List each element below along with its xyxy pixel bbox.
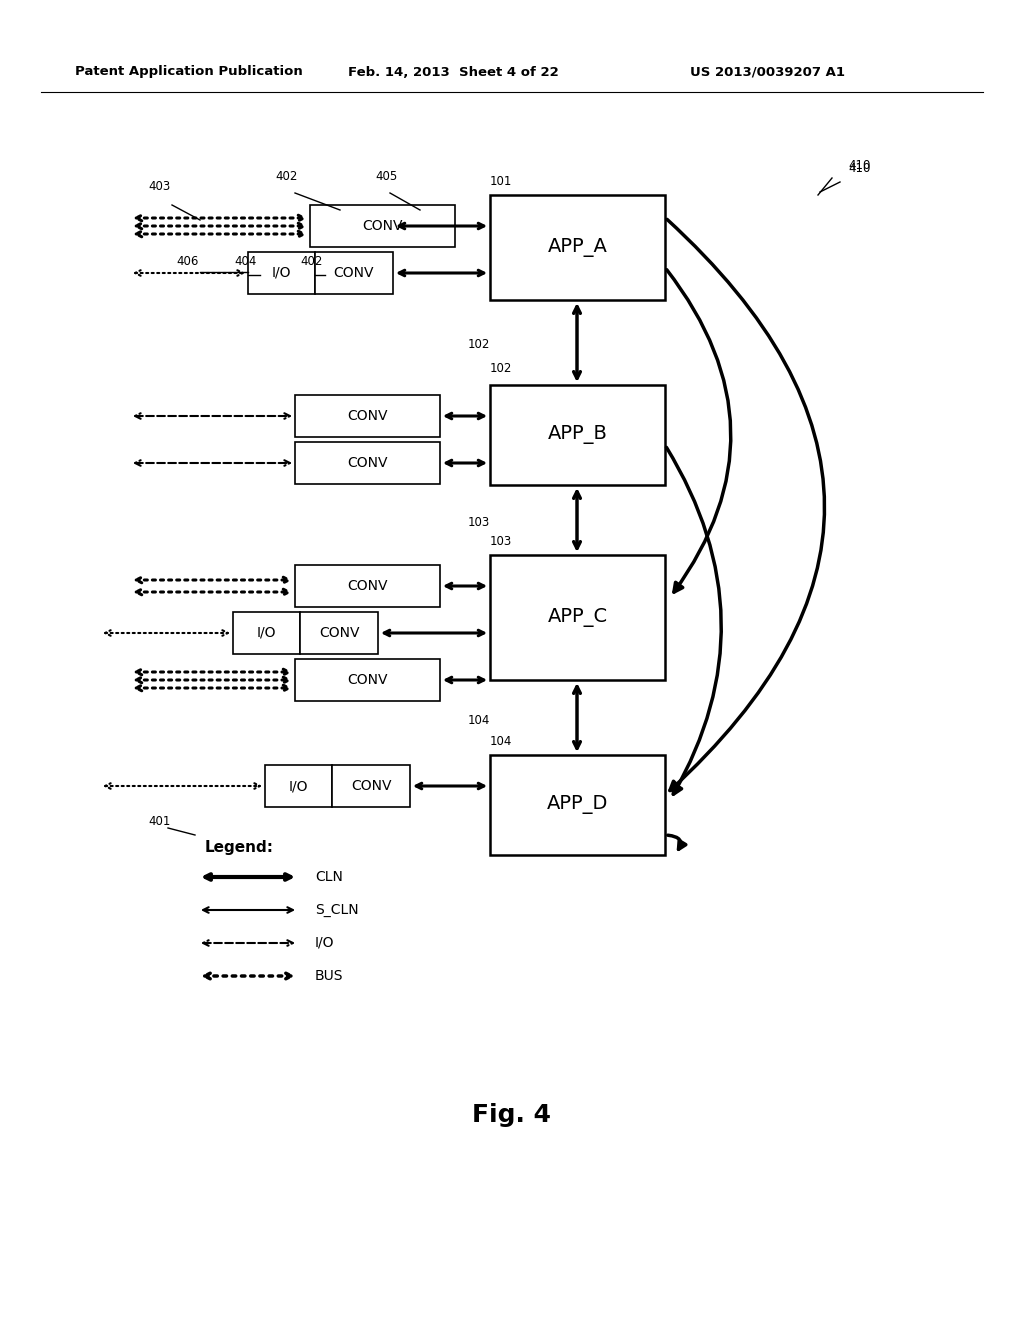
Text: I/O: I/O: [289, 779, 308, 793]
Bar: [295, 395, 440, 437]
Text: APP_D: APP_D: [547, 796, 608, 814]
Bar: [310, 205, 455, 247]
Text: 406: 406: [176, 255, 199, 268]
Text: S_CLN: S_CLN: [315, 903, 358, 917]
Text: APP_B: APP_B: [548, 425, 607, 445]
Bar: [265, 766, 332, 807]
Text: CONV: CONV: [351, 779, 391, 793]
Text: 402: 402: [300, 255, 323, 268]
Text: US 2013/0039207 A1: US 2013/0039207 A1: [690, 66, 845, 78]
Bar: [248, 252, 315, 294]
FancyArrowPatch shape: [667, 219, 824, 791]
Text: CONV: CONV: [347, 579, 388, 593]
Text: I/O: I/O: [257, 626, 276, 640]
Text: 402: 402: [275, 170, 297, 183]
Bar: [315, 252, 393, 294]
Text: 404: 404: [234, 255, 256, 268]
Bar: [490, 755, 665, 855]
Text: Fig. 4: Fig. 4: [472, 1104, 552, 1127]
Text: Legend:: Legend:: [205, 840, 274, 855]
Text: CONV: CONV: [334, 267, 374, 280]
Text: CONV: CONV: [347, 673, 388, 686]
Text: 103: 103: [468, 516, 490, 528]
Text: I/O: I/O: [271, 267, 291, 280]
Text: 103: 103: [490, 535, 512, 548]
Text: 102: 102: [468, 338, 490, 351]
Text: 410: 410: [848, 158, 870, 172]
Text: 410: 410: [848, 162, 870, 176]
Text: 104: 104: [468, 714, 490, 726]
Text: 102: 102: [490, 362, 512, 375]
Bar: [490, 385, 665, 484]
Bar: [332, 766, 410, 807]
Bar: [490, 554, 665, 680]
Text: 405: 405: [375, 170, 397, 183]
Bar: [233, 612, 300, 653]
Text: Patent Application Publication: Patent Application Publication: [75, 66, 303, 78]
Text: CONV: CONV: [347, 409, 388, 422]
Bar: [295, 659, 440, 701]
Text: 403: 403: [148, 180, 170, 193]
Bar: [295, 442, 440, 484]
Text: 401: 401: [148, 814, 170, 828]
Text: 101: 101: [490, 176, 512, 187]
Text: BUS: BUS: [315, 969, 343, 983]
FancyArrowPatch shape: [667, 269, 731, 593]
Text: CONV: CONV: [318, 626, 359, 640]
Text: Feb. 14, 2013  Sheet 4 of 22: Feb. 14, 2013 Sheet 4 of 22: [348, 66, 559, 78]
FancyArrowPatch shape: [668, 836, 686, 849]
FancyArrowPatch shape: [667, 447, 721, 795]
Text: 104: 104: [490, 735, 512, 748]
Text: CONV: CONV: [347, 455, 388, 470]
Bar: [295, 565, 440, 607]
Text: CLN: CLN: [315, 870, 343, 884]
Text: CONV: CONV: [362, 219, 402, 234]
Bar: [490, 195, 665, 300]
Text: I/O: I/O: [315, 936, 335, 950]
Text: APP_C: APP_C: [548, 609, 607, 627]
Bar: [300, 612, 378, 653]
Text: APP_A: APP_A: [548, 238, 607, 257]
